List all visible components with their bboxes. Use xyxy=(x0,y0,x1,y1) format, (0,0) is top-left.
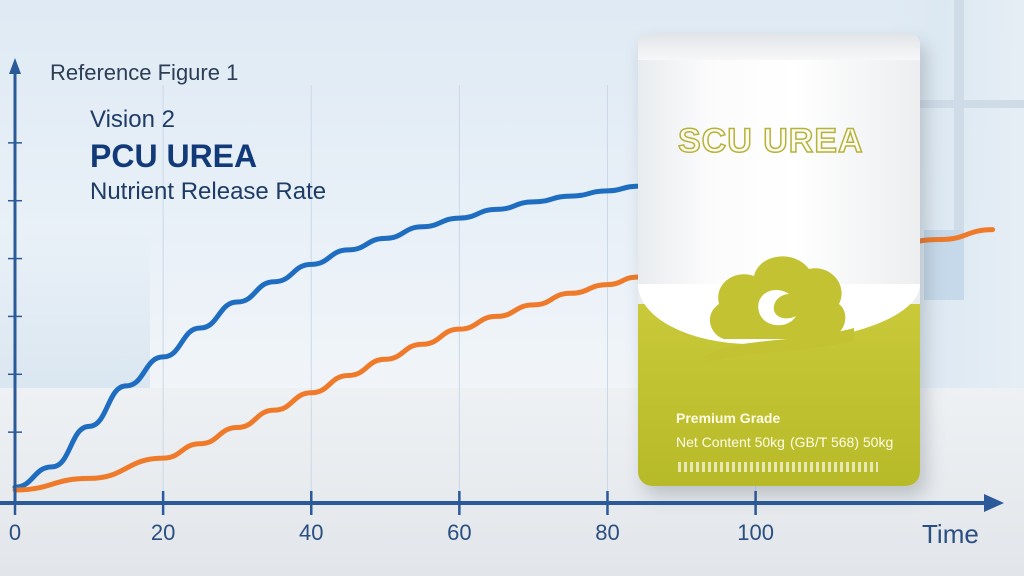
bag-brand-name: SCU UREA xyxy=(677,121,864,161)
chart-subtitle: Nutrient Release Rate xyxy=(90,178,327,205)
bag-barcode xyxy=(678,462,878,472)
fertilizer-bag: SCU UREA Premium Grade Net Content 50kg … xyxy=(638,34,920,486)
reference-label: Reference Figure 1 xyxy=(50,60,239,85)
bag-grade-label: Premium Grade xyxy=(676,410,781,426)
x-tick-label: 60 xyxy=(447,520,471,545)
vision-label: Vision 2 xyxy=(90,106,175,133)
y-axis-arrow xyxy=(9,58,21,74)
bag-body: SCU UREA Premium Grade Net Content 50kg … xyxy=(638,34,920,486)
x-tick-label: 100 xyxy=(737,520,774,545)
x-tick-label: 0 xyxy=(9,520,21,545)
bag-standard-label: (GB/T 568) 50kg xyxy=(790,434,894,450)
x-axis-ticks: 0 20 40 60 80 100 xyxy=(9,491,774,545)
x-axis-title: Time xyxy=(922,519,979,549)
bag-net-content: Net Content 50kg xyxy=(676,434,785,450)
bag-top-seam xyxy=(638,34,920,60)
x-tick-label: 80 xyxy=(595,520,619,545)
x-axis-arrow xyxy=(984,494,1004,512)
chart-title: PCU UREA xyxy=(90,138,258,174)
cloud-logo-icon xyxy=(704,256,854,364)
x-tick-label: 40 xyxy=(299,520,323,545)
x-tick-label: 20 xyxy=(151,520,175,545)
series-line-blue xyxy=(12,183,640,490)
background-shelf xyxy=(0,230,150,390)
